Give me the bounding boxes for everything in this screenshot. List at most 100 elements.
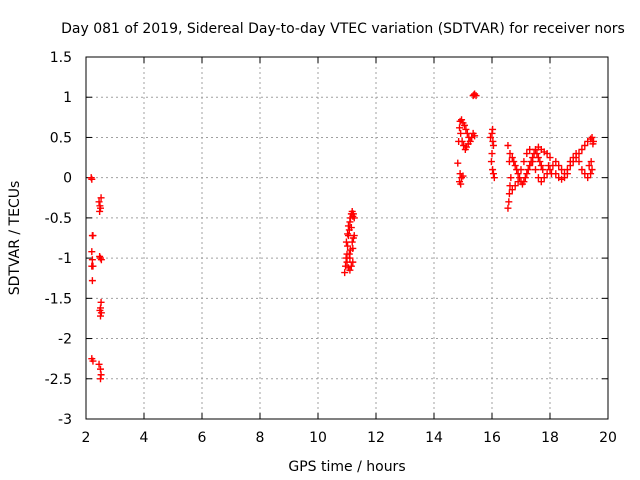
data-point bbox=[487, 158, 495, 166]
data-point bbox=[539, 166, 547, 174]
data-point bbox=[459, 172, 467, 180]
data-point bbox=[552, 158, 560, 166]
data-point bbox=[346, 254, 354, 262]
x-axis-ticks: 2 4 6 8 10 12 14 16 18 20 bbox=[82, 57, 617, 446]
y-axis-label: SDTVAR / TECUs bbox=[7, 181, 23, 296]
data-point bbox=[545, 162, 553, 170]
data-point bbox=[97, 375, 104, 383]
data-point bbox=[585, 162, 593, 170]
y-tick-label: -1 bbox=[58, 251, 72, 267]
data-point bbox=[489, 170, 497, 178]
data-point bbox=[347, 224, 355, 232]
data-point bbox=[88, 175, 96, 183]
data-point bbox=[97, 309, 105, 317]
data-point bbox=[507, 174, 515, 182]
data-point bbox=[506, 150, 514, 158]
data-point bbox=[575, 158, 583, 166]
data-point bbox=[587, 170, 595, 178]
data-point bbox=[457, 129, 465, 137]
data-point bbox=[346, 266, 354, 274]
x-tick-label: 6 bbox=[198, 430, 207, 446]
data-point bbox=[534, 154, 542, 162]
data-point bbox=[561, 174, 568, 182]
data-point bbox=[489, 125, 497, 133]
data-points bbox=[87, 90, 597, 383]
data-point bbox=[97, 312, 104, 320]
data-point bbox=[488, 150, 496, 158]
grid-lines bbox=[86, 57, 608, 419]
x-tick-label: 18 bbox=[541, 430, 559, 446]
x-tick-label: 14 bbox=[425, 430, 443, 446]
data-point bbox=[88, 277, 96, 285]
data-point bbox=[458, 116, 466, 124]
data-point bbox=[537, 162, 545, 170]
data-point bbox=[347, 262, 355, 270]
x-tick-label: 2 bbox=[82, 430, 91, 446]
data-point bbox=[566, 158, 574, 166]
data-point bbox=[505, 198, 513, 206]
y-tick-label: -0.5 bbox=[45, 211, 72, 227]
data-point bbox=[504, 141, 512, 149]
data-point bbox=[97, 256, 105, 264]
chart-title: Day 081 of 2019, Sidereal Day-to-day VTE… bbox=[61, 21, 625, 37]
data-point bbox=[344, 230, 352, 238]
data-point bbox=[350, 214, 358, 222]
data-point bbox=[510, 158, 518, 166]
y-tick-label: -2.5 bbox=[45, 372, 72, 388]
data-point bbox=[349, 210, 357, 218]
data-point bbox=[529, 158, 537, 166]
data-point bbox=[464, 140, 472, 148]
data-point bbox=[555, 162, 563, 170]
y-tick-label: -3 bbox=[58, 412, 72, 428]
data-point bbox=[96, 253, 104, 261]
data-point bbox=[508, 154, 516, 162]
data-point bbox=[523, 170, 531, 178]
data-point bbox=[546, 154, 554, 162]
data-point bbox=[89, 357, 97, 365]
data-point bbox=[569, 154, 577, 162]
data-point bbox=[514, 178, 522, 186]
x-axis-label: GPS time / hours bbox=[288, 459, 405, 475]
x-tick-label: 20 bbox=[599, 430, 617, 446]
data-point bbox=[458, 137, 466, 145]
data-point bbox=[97, 254, 104, 262]
data-point bbox=[563, 170, 571, 178]
y-tick-label: -2 bbox=[58, 332, 72, 348]
data-point bbox=[96, 207, 104, 215]
data-point bbox=[487, 133, 495, 141]
data-point bbox=[456, 124, 464, 132]
data-point bbox=[454, 159, 462, 167]
data-point bbox=[97, 194, 105, 202]
data-point bbox=[458, 174, 466, 182]
y-tick-label: 1.5 bbox=[50, 50, 72, 66]
data-point bbox=[533, 150, 541, 158]
data-point bbox=[517, 166, 525, 174]
x-tick-label: 10 bbox=[309, 430, 327, 446]
data-point bbox=[547, 170, 555, 178]
data-point bbox=[511, 162, 519, 170]
data-point bbox=[524, 166, 532, 174]
data-point bbox=[508, 186, 516, 194]
data-point bbox=[537, 178, 545, 186]
y-tick-label: 0 bbox=[63, 171, 72, 187]
data-point bbox=[341, 269, 349, 277]
x-tick-label: 12 bbox=[367, 430, 385, 446]
x-tick-label: 8 bbox=[256, 430, 265, 446]
x-tick-label: 16 bbox=[483, 430, 501, 446]
y-tick-label: -1.5 bbox=[45, 291, 72, 307]
data-point bbox=[95, 360, 103, 368]
data-point bbox=[95, 198, 103, 206]
data-point bbox=[588, 166, 596, 174]
data-point bbox=[505, 190, 513, 198]
data-point bbox=[532, 166, 539, 174]
data-point bbox=[460, 121, 468, 129]
data-point bbox=[588, 133, 596, 141]
data-point bbox=[489, 166, 497, 174]
data-point bbox=[462, 125, 470, 133]
data-point bbox=[470, 91, 478, 99]
data-point bbox=[350, 232, 358, 240]
data-point bbox=[514, 170, 522, 178]
data-point bbox=[587, 158, 595, 166]
data-point bbox=[572, 150, 580, 158]
data-point bbox=[349, 258, 357, 266]
